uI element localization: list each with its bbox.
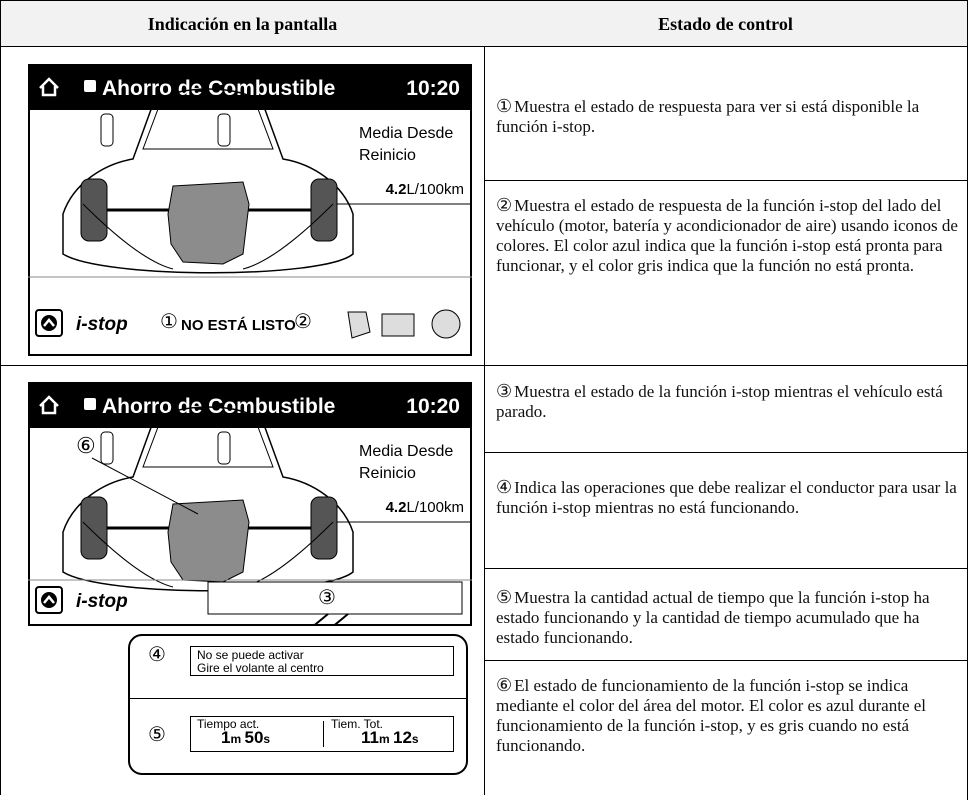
- avg-number: 4.2: [386, 499, 407, 516]
- number: 12: [393, 728, 412, 747]
- description: ⑥ El estado de funcionamiento de la funci…: [496, 676, 966, 756]
- unit: m: [378, 732, 390, 746]
- divider: [130, 698, 466, 699]
- timer-box: Tiempo act. 1m 50s Tiem. Tot. 11m 12s: [190, 716, 454, 752]
- clock: 10:20: [406, 77, 460, 100]
- unit: s: [411, 732, 419, 746]
- message: No se puede activar: [197, 648, 304, 662]
- separator: [323, 721, 324, 747]
- marker: ②: [496, 195, 513, 216]
- avg-label: Reinicio: [359, 147, 416, 164]
- istop-label: i-stop: [76, 591, 128, 612]
- number: 50: [244, 728, 264, 747]
- avg-label: Media Desde: [359, 125, 453, 142]
- timer-value: 1m 50s: [221, 728, 271, 747]
- status: NO ESTÁ LISTO: [181, 317, 296, 334]
- avg-value: 4.2L/100km: [386, 499, 464, 516]
- screen: Ahorro de Combustible 10:20 Media Desde …: [28, 382, 472, 626]
- marker: ⑤: [148, 722, 166, 746]
- description-text: Muestra la cantidad actual de tiempo que…: [496, 588, 930, 647]
- header-cell: Estado de control: [484, 0, 968, 47]
- marker: ④: [148, 642, 166, 666]
- timer-label: Tiempo act.: [197, 717, 260, 731]
- avg-unit: L/100km: [406, 499, 464, 516]
- popup: ④ No se puede activar Gire el volante al…: [128, 634, 468, 775]
- number: 11: [361, 728, 379, 747]
- clock: 10:20: [406, 395, 460, 418]
- marker: ④: [496, 477, 513, 498]
- message: Gire el volante al centro: [197, 661, 324, 675]
- description: ② Muestra el estado de respuesta de la fu…: [496, 196, 966, 276]
- marker: ③: [318, 587, 336, 609]
- avg-unit: L/100km: [406, 181, 464, 198]
- cell: [0, 46, 485, 366]
- description-text: El estado de funcionamiento de la funció…: [496, 676, 927, 755]
- unit: m: [230, 732, 242, 746]
- timer-value: 11m 12s: [361, 728, 419, 747]
- avg-label: Media Desde: [359, 443, 453, 460]
- number: 1: [221, 728, 231, 747]
- description: ① Muestra el estado de respuesta para ver…: [496, 97, 966, 137]
- marker: ①: [160, 311, 178, 333]
- description-text: Indica las operaciones que debe realizar…: [496, 478, 957, 517]
- screen-title: Ahorro de Combustible: [102, 77, 335, 100]
- description-text: Muestra el estado de respuesta de la fun…: [496, 196, 958, 275]
- screen: Ahorro de Combustible 10:20 Media Desde …: [28, 64, 472, 356]
- description: ③ Muestra el estado de la función i-stop …: [496, 382, 966, 422]
- screen-title: Ahorro de Combustible: [102, 395, 335, 418]
- istop-label: i-stop: [76, 314, 128, 335]
- marker: ②: [294, 311, 312, 333]
- description-text: Muestra el estado de respuesta para ver …: [496, 97, 920, 136]
- marker: ③: [496, 381, 513, 402]
- avg-value: 4.2L/100km: [386, 181, 464, 198]
- avg-label: Reinicio: [359, 465, 416, 482]
- description: ④ Indica las operaciones que debe realiza…: [496, 478, 966, 518]
- unit: s: [263, 732, 271, 746]
- header-cell: Indicación en la pantalla: [0, 0, 485, 47]
- marker: ⑥: [496, 675, 513, 696]
- avg-number: 4.2: [386, 181, 407, 198]
- description-text: Muestra el estado de la función i-stop m…: [496, 382, 943, 421]
- marker: ①: [496, 96, 513, 117]
- timer-label: Tiem. Tot.: [331, 717, 384, 731]
- marker: ⑥: [76, 433, 96, 458]
- message-box: No se puede activar Gire el volante al c…: [190, 646, 454, 676]
- description: ⑤ Muestra la cantidad actual de tiempo qu…: [496, 588, 966, 648]
- marker: ⑤: [496, 587, 513, 608]
- cell: [0, 365, 485, 795]
